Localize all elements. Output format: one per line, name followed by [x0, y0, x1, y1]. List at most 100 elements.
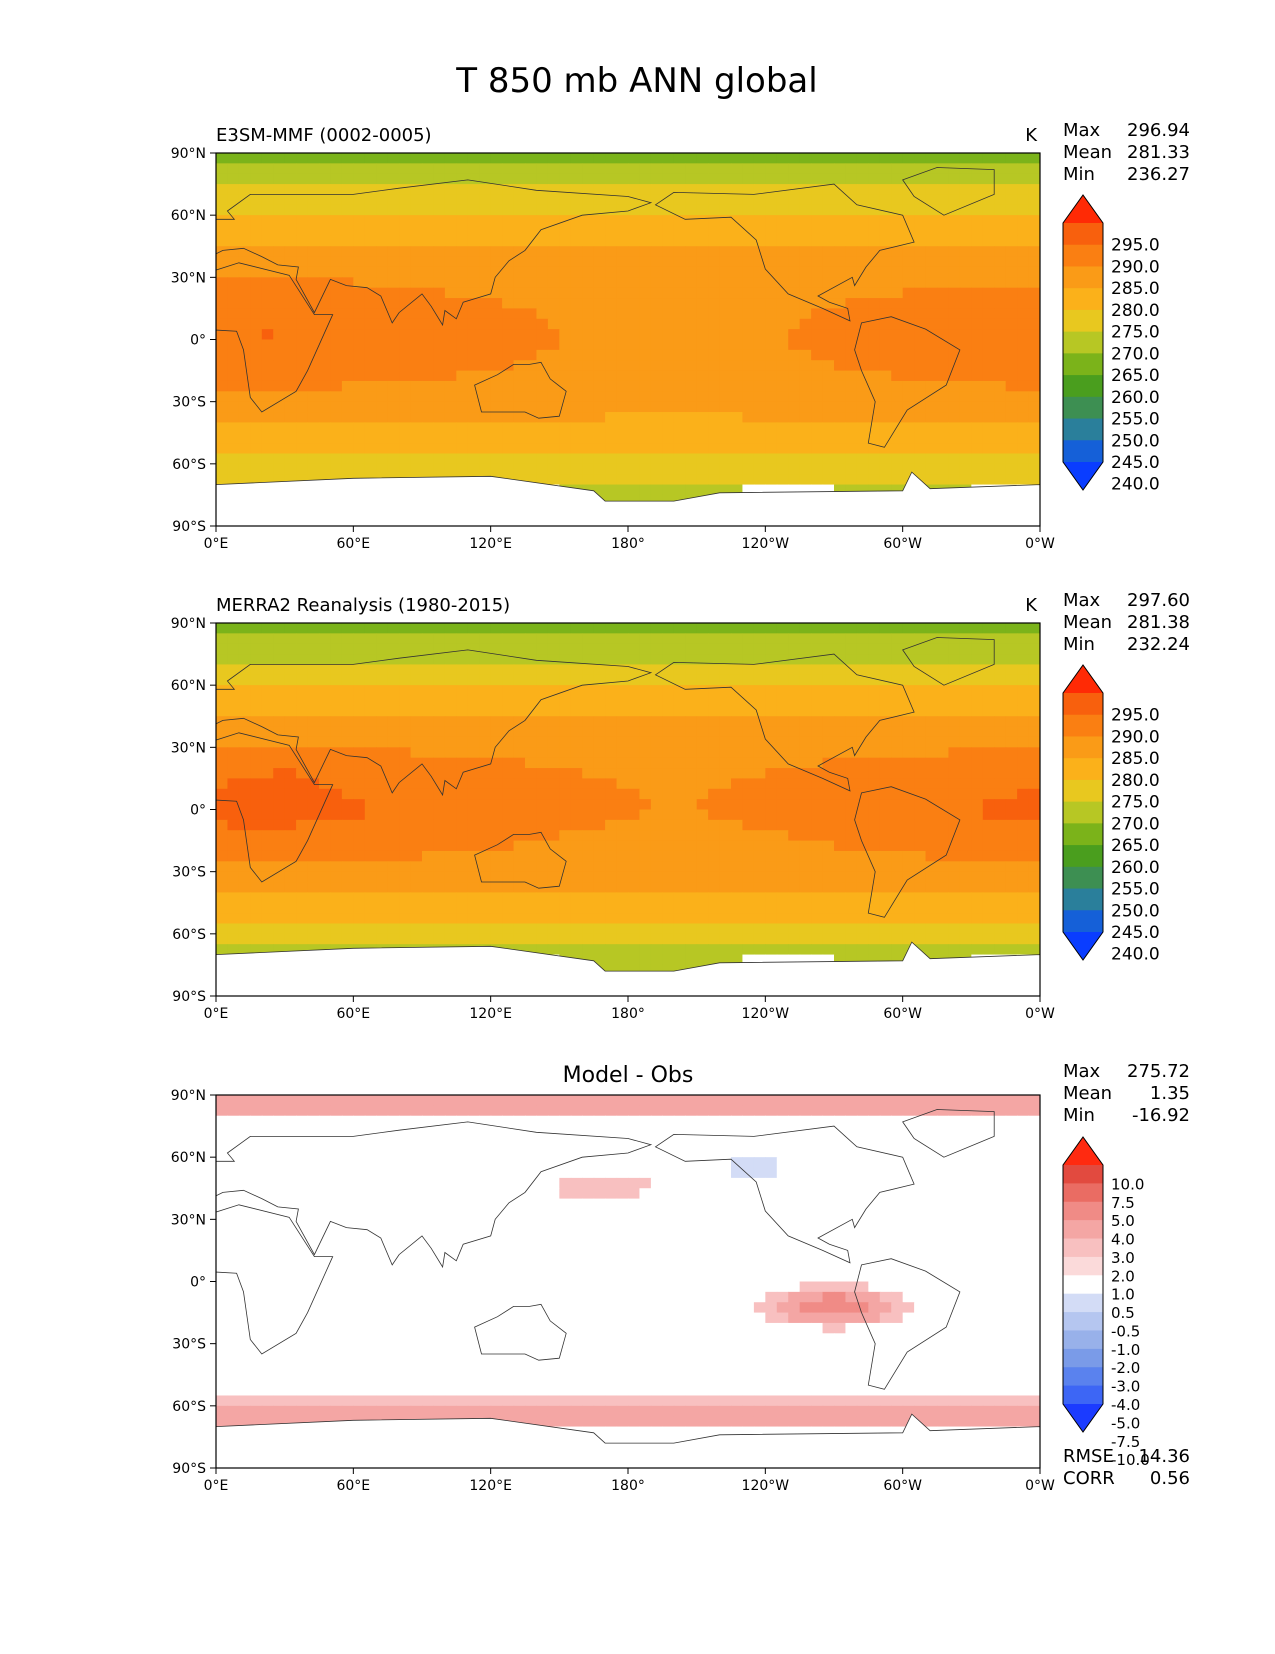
heatmap-cell — [514, 267, 526, 278]
heatmap-cell — [823, 215, 835, 226]
heatmap-cell — [971, 934, 983, 945]
heatmap-cell — [971, 706, 983, 717]
heatmap-cell — [548, 329, 560, 340]
heatmap-cell — [514, 329, 526, 340]
heatmap-cell — [617, 892, 629, 903]
heatmap-cell — [834, 882, 846, 893]
heatmap-cell — [697, 412, 709, 423]
colorbar-segment — [1063, 375, 1103, 397]
heatmap-cell — [960, 664, 972, 675]
heatmap-cell — [262, 298, 274, 309]
heatmap-cell — [250, 706, 262, 717]
heatmap-cell — [468, 737, 480, 748]
heatmap-cell — [536, 205, 548, 216]
heatmap-cell — [994, 391, 1006, 402]
heatmap-cell — [1017, 810, 1029, 821]
heatmap-cell — [262, 778, 274, 789]
heatmap-cell — [525, 664, 537, 675]
heatmap-cell — [617, 319, 629, 330]
heatmap-cell — [319, 696, 331, 707]
heatmap-cell — [594, 633, 606, 644]
colorbar-segment — [1063, 332, 1103, 354]
heatmap-cell — [365, 696, 377, 707]
heatmap-cell — [662, 778, 674, 789]
heatmap-cell — [319, 727, 331, 738]
heatmap-cell — [937, 412, 949, 423]
heatmap-cell — [662, 934, 674, 945]
heatmap-cell — [1029, 381, 1041, 392]
heatmap-cell — [857, 706, 869, 717]
heatmap-cell — [697, 453, 709, 464]
heatmap-cell — [250, 288, 262, 299]
heatmap-cell — [594, 768, 606, 779]
heatmap-cell — [948, 474, 960, 485]
heatmap-cell — [914, 706, 926, 717]
heatmap-cell — [857, 433, 869, 444]
heatmap-cell — [994, 194, 1006, 205]
heatmap-cell — [216, 277, 228, 288]
heatmap-cell — [983, 623, 995, 634]
heatmap-cell — [845, 433, 857, 444]
heatmap-cell — [571, 443, 583, 454]
heatmap-cell — [422, 194, 434, 205]
heatmap-cell — [937, 623, 949, 634]
heatmap-cell — [674, 402, 686, 413]
heatmap-cell — [388, 923, 400, 934]
heatmap-cell — [674, 861, 686, 872]
heatmap-cell — [811, 422, 823, 433]
heatmap-cell — [983, 422, 995, 433]
heatmap-cell — [754, 768, 766, 779]
heatmap-cell — [399, 360, 411, 371]
heatmap-cell — [674, 205, 686, 216]
heatmap-cell — [330, 830, 342, 841]
heatmap-cell — [903, 841, 915, 852]
heatmap-cell — [262, 913, 274, 924]
heatmap-cell — [456, 329, 468, 340]
heatmap-cell — [605, 464, 617, 475]
heatmap-cell — [754, 215, 766, 226]
heatmap-cell — [983, 474, 995, 485]
heatmap-cell — [617, 267, 629, 278]
heatmap-cell — [479, 789, 491, 800]
heatmap-cell — [777, 350, 789, 361]
heatmap-cell — [754, 675, 766, 686]
heatmap-cell — [777, 277, 789, 288]
heatmap-cell — [388, 453, 400, 464]
heatmap-cell — [479, 236, 491, 247]
heatmap-cell — [571, 934, 583, 945]
heatmap-cell — [811, 402, 823, 413]
heatmap-cell — [559, 184, 571, 195]
heatmap-cell — [777, 246, 789, 257]
heatmap-cell — [811, 474, 823, 485]
heatmap-cell — [468, 381, 480, 392]
heatmap-cell — [559, 464, 571, 475]
heatmap-cell — [571, 257, 583, 268]
y-tick-label: 90°S — [172, 519, 206, 535]
heatmap-cell — [571, 340, 583, 351]
heatmap-cell — [697, 329, 709, 340]
heatmap-cell — [582, 872, 594, 883]
heatmap-cell — [1029, 830, 1041, 841]
heatmap-cell — [868, 644, 880, 655]
heatmap-cell — [880, 882, 892, 893]
heatmap-cell — [445, 267, 457, 278]
heatmap-cell — [479, 246, 491, 257]
heatmap-cell — [983, 830, 995, 841]
heatmap-cell — [960, 391, 972, 402]
heatmap-cell — [868, 226, 880, 237]
heatmap-cell — [926, 747, 938, 758]
heatmap-cell — [868, 737, 880, 748]
heatmap-cell — [308, 236, 320, 247]
heatmap-cell — [971, 453, 983, 464]
heatmap-cell — [216, 861, 228, 872]
heatmap-cell — [639, 288, 651, 299]
heatmap-cell — [994, 820, 1006, 831]
heatmap-cell — [594, 329, 606, 340]
heatmap-cell — [296, 391, 308, 402]
heatmap-cell — [536, 903, 548, 914]
heatmap-cell — [742, 758, 754, 769]
heatmap-cell — [456, 675, 468, 686]
heatmap-cell — [376, 913, 388, 924]
heatmap-cell — [514, 706, 526, 717]
heatmap-cell — [262, 174, 274, 185]
